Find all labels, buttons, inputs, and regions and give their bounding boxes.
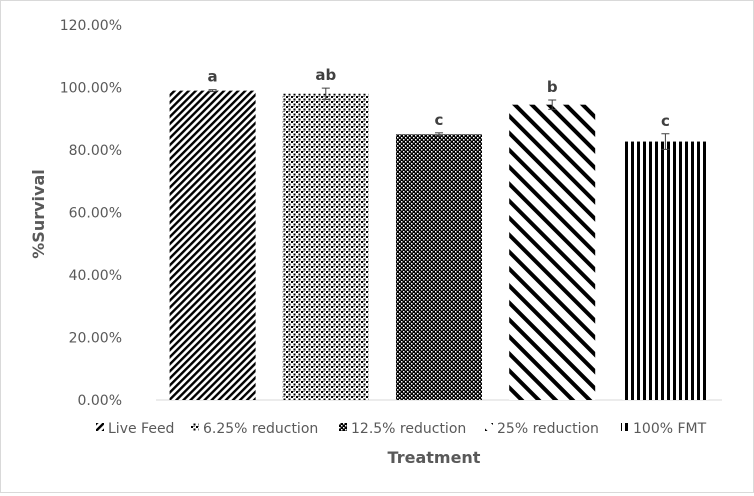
bar-5: [622, 141, 709, 400]
significance-label-2: ab: [315, 66, 336, 84]
legend: Live Feed 6.25% reduction 12.5% reduction 2…: [96, 421, 707, 437]
error-bar-3: [435, 132, 443, 137]
significance-label-1: a: [208, 68, 218, 86]
legend-swatch: [191, 423, 199, 431]
x-axis-title: Treatment: [388, 448, 481, 467]
bar-4: [509, 104, 596, 400]
y-tick-label: 120.00%: [60, 18, 122, 34]
error-bar-1: [208, 89, 217, 93]
legend-item-3: 12.5% reduction: [339, 421, 466, 437]
bar-1: [169, 90, 256, 400]
error-bar-5: [661, 133, 670, 150]
legend-item-4: 25% reduction: [485, 421, 599, 437]
y-axis-ticks: 0.00% 20.00% 40.00% 60.00% 80.00% 100.00% 120.…: [60, 18, 122, 409]
legend-item-2: 6.25% reduction: [191, 421, 318, 437]
legend-item-5: 100% FMT: [621, 421, 707, 437]
bars: [169, 90, 709, 400]
significance-label-4: b: [547, 78, 558, 96]
significance-label-5: c: [661, 112, 670, 130]
bar-3: [396, 134, 482, 400]
legend-label: 25% reduction: [497, 421, 599, 437]
y-tick-label: 60.00%: [69, 206, 122, 222]
legend-label: 6.25% reduction: [203, 421, 318, 437]
significance-label-3: c: [435, 111, 444, 129]
legend-label: 12.5% reduction: [351, 421, 466, 437]
y-tick-label: 20.00%: [69, 331, 122, 347]
significance-labels: a ab c b c: [208, 66, 670, 130]
y-axis-title: %Survival: [29, 169, 48, 258]
legend-item-1: Live Feed: [96, 421, 174, 437]
legend-swatch: [621, 423, 629, 431]
legend-label: Live Feed: [108, 421, 174, 437]
y-tick-label: 0.00%: [78, 393, 122, 409]
legend-swatch: [485, 423, 493, 431]
legend-label: 100% FMT: [633, 421, 707, 437]
bar-2: [282, 93, 369, 400]
legend-swatch: [339, 423, 347, 431]
error-bar-2: [321, 87, 330, 100]
y-tick-label: 100.00%: [60, 81, 122, 97]
legend-swatch: [96, 423, 104, 431]
error-bar-4: [548, 99, 557, 110]
error-bars: [208, 87, 670, 150]
y-tick-label: 80.00%: [69, 143, 122, 159]
y-tick-label: 40.00%: [69, 268, 122, 284]
